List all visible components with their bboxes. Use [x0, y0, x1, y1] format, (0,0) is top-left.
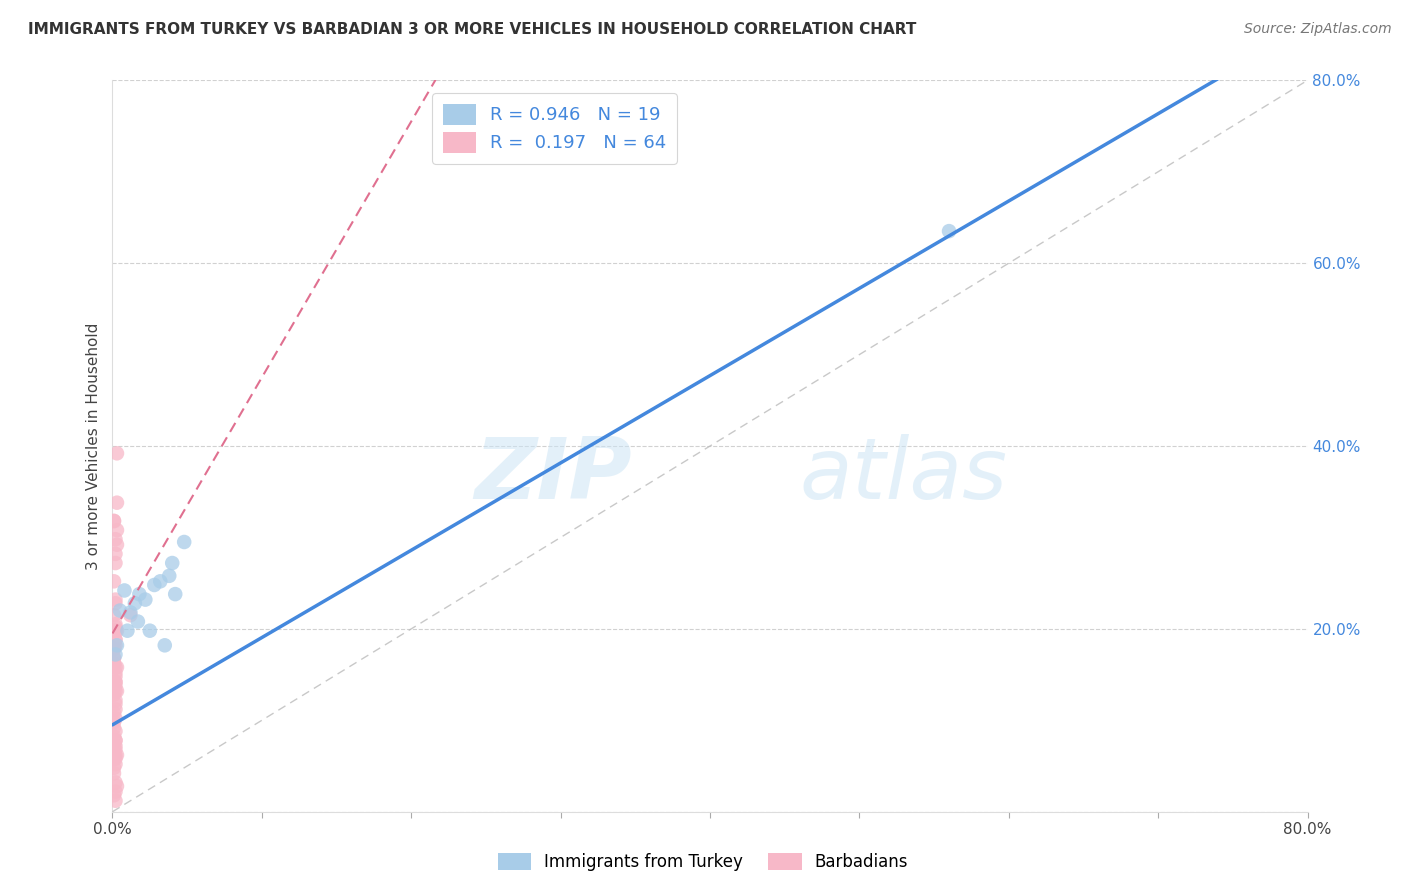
Point — [104, 697, 127, 711]
Point — [117, 624, 139, 638]
Point — [103, 642, 125, 657]
Point — [104, 733, 127, 747]
Point — [104, 679, 127, 693]
Point — [104, 747, 127, 762]
Point — [104, 547, 127, 561]
Point — [104, 711, 127, 725]
Point — [104, 742, 127, 756]
Point — [104, 556, 127, 570]
Point — [104, 739, 127, 753]
Point — [104, 638, 127, 652]
Point — [104, 702, 127, 716]
Point — [104, 617, 127, 632]
Point — [157, 569, 180, 583]
Point — [103, 651, 125, 665]
Point — [104, 624, 127, 638]
Point — [104, 665, 127, 680]
Point — [149, 574, 172, 589]
Point — [165, 587, 187, 601]
Point — [105, 523, 128, 537]
Point — [104, 693, 127, 707]
Point — [105, 446, 128, 460]
Point — [104, 669, 127, 683]
Point — [173, 535, 195, 549]
Point — [103, 657, 125, 671]
Point — [105, 538, 128, 552]
Point — [105, 624, 128, 638]
Point — [103, 730, 125, 744]
Point — [104, 533, 127, 547]
Point — [103, 514, 125, 528]
Point — [104, 757, 127, 772]
Text: ZIP: ZIP — [475, 434, 633, 516]
Point — [153, 638, 176, 652]
Point — [120, 606, 142, 620]
Point — [104, 596, 127, 610]
Point — [103, 721, 125, 735]
Point — [162, 556, 183, 570]
Point — [103, 574, 125, 589]
Point — [104, 784, 127, 798]
Point — [143, 578, 166, 592]
Point — [103, 688, 125, 702]
Point — [108, 603, 131, 617]
Point — [104, 752, 127, 766]
Point — [104, 648, 127, 662]
Point — [103, 657, 125, 671]
Point — [103, 624, 125, 638]
Point — [103, 742, 125, 756]
Point — [128, 587, 150, 601]
Text: atlas: atlas — [800, 434, 1008, 516]
Point — [104, 632, 127, 647]
Point — [938, 224, 960, 238]
Point — [104, 592, 127, 607]
Point — [105, 684, 128, 698]
Point — [105, 496, 128, 510]
Point — [104, 794, 127, 808]
Point — [103, 789, 125, 803]
Legend: Immigrants from Turkey, Barbadians: Immigrants from Turkey, Barbadians — [489, 845, 917, 880]
Point — [105, 779, 128, 793]
Point — [103, 706, 125, 720]
Point — [104, 775, 127, 789]
Point — [134, 592, 156, 607]
Point — [124, 596, 146, 610]
Point — [104, 674, 127, 689]
Point — [104, 684, 127, 698]
Point — [103, 715, 125, 730]
Point — [105, 660, 128, 674]
Point — [114, 583, 135, 598]
Point — [103, 608, 125, 623]
Point — [103, 752, 125, 766]
Point — [103, 514, 125, 528]
Point — [104, 733, 127, 747]
Point — [103, 651, 125, 665]
Legend: R = 0.946   N = 19, R =  0.197   N = 64: R = 0.946 N = 19, R = 0.197 N = 64 — [432, 93, 678, 163]
Y-axis label: 3 or more Vehicles in Household: 3 or more Vehicles in Household — [86, 322, 101, 570]
Point — [104, 724, 127, 739]
Point — [103, 642, 125, 657]
Point — [105, 638, 128, 652]
Point — [139, 624, 162, 638]
Point — [103, 766, 125, 780]
Point — [104, 674, 127, 689]
Point — [120, 608, 142, 623]
Point — [104, 632, 127, 647]
Text: Source: ZipAtlas.com: Source: ZipAtlas.com — [1244, 22, 1392, 37]
Point — [105, 747, 128, 762]
Point — [104, 620, 127, 634]
Point — [104, 660, 127, 674]
Point — [103, 761, 125, 775]
Text: IMMIGRANTS FROM TURKEY VS BARBADIAN 3 OR MORE VEHICLES IN HOUSEHOLD CORRELATION : IMMIGRANTS FROM TURKEY VS BARBADIAN 3 OR… — [28, 22, 917, 37]
Point — [127, 615, 149, 629]
